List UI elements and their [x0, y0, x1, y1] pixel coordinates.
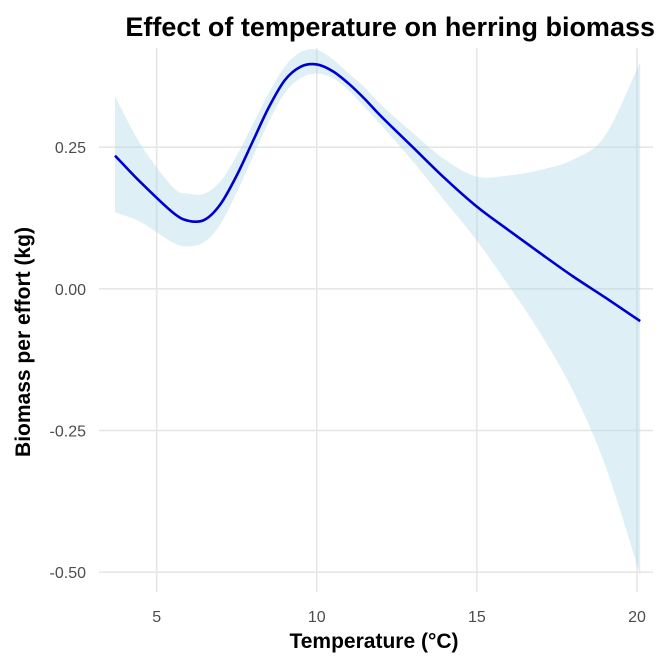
y-tick-label: -0.50 [50, 565, 87, 582]
fitted-line [114, 62, 641, 323]
confidence-band [115, 49, 641, 576]
x-axis-title: Temperature (°C) [289, 630, 458, 653]
y-axis-ticks: -0.50 -0.25 0.00 0.25 [50, 140, 87, 582]
x-tick-label: 15 [468, 609, 486, 626]
chart-title: Effect of temperature on herring biomass [125, 12, 655, 42]
y-tick-label: 0.00 [55, 282, 86, 299]
x-tick-label: 20 [628, 609, 646, 626]
x-axis-ticks: 5 10 15 20 [152, 609, 646, 626]
y-tick-label: 0.25 [55, 140, 86, 157]
x-tick-label: 10 [308, 609, 326, 626]
x-tick-label: 5 [152, 609, 161, 626]
y-tick-label: -0.25 [50, 424, 87, 441]
grid [99, 48, 653, 592]
y-axis-title: Biomass per effort (kg) [12, 227, 35, 457]
